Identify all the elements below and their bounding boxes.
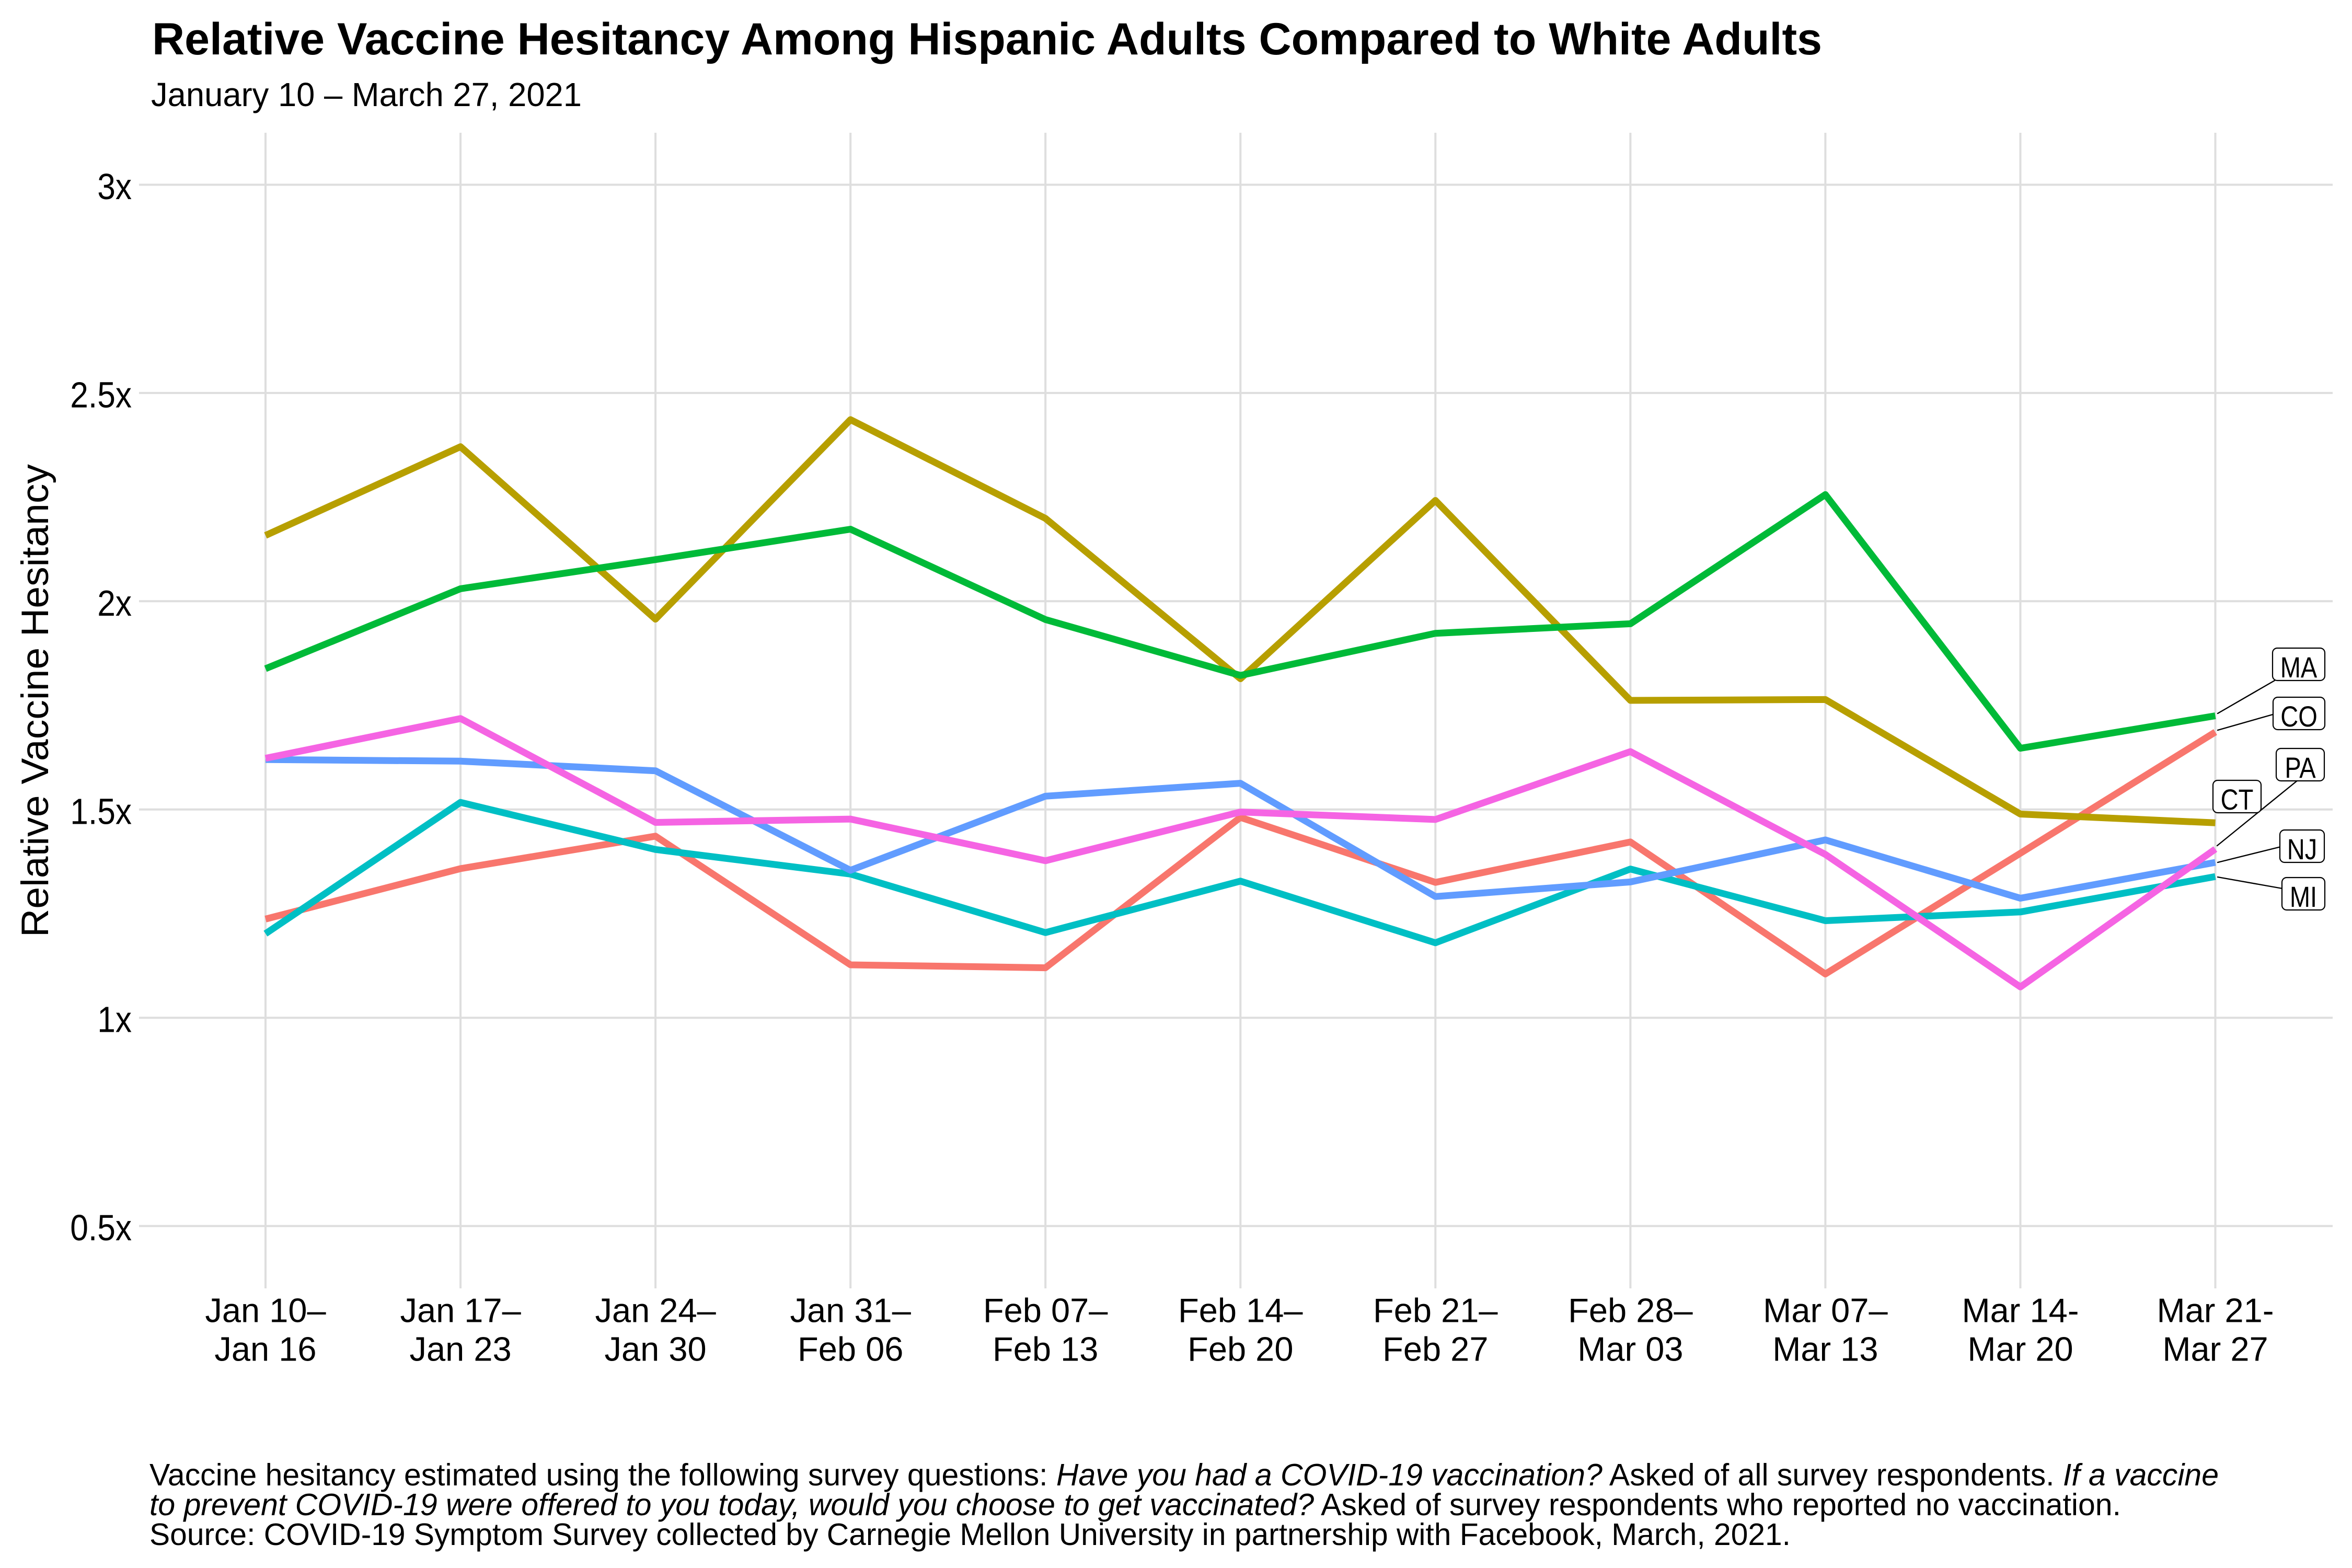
- svg-text:Jan 30: Jan 30: [605, 1330, 707, 1368]
- svg-text:to prevent COVID-19 were offer: to prevent COVID-19 were offered to you …: [149, 1488, 2121, 1522]
- svg-text:Relative Vaccine Hesitancy Amo: Relative Vaccine Hesitancy Among Hispani…: [152, 14, 1822, 64]
- svg-text:Feb 14–: Feb 14–: [1178, 1292, 1303, 1330]
- svg-text:January 10 – March 27, 2021: January 10 – March 27, 2021: [151, 76, 582, 113]
- svg-text:Mar 14-: Mar 14-: [1962, 1292, 2079, 1330]
- svg-text:Feb 28–: Feb 28–: [1568, 1292, 1693, 1330]
- svg-text:Jan 17–: Jan 17–: [400, 1292, 521, 1330]
- svg-text:NJ: NJ: [2287, 833, 2317, 866]
- svg-text:Feb 21–: Feb 21–: [1373, 1292, 1498, 1330]
- svg-text:Mar 27: Mar 27: [2162, 1330, 2268, 1368]
- svg-text:2.5x: 2.5x: [70, 375, 132, 416]
- svg-text:Mar 03: Mar 03: [1577, 1330, 1683, 1368]
- svg-text:MI: MI: [2290, 880, 2317, 913]
- svg-text:PA: PA: [2285, 751, 2316, 784]
- svg-text:Feb 13: Feb 13: [993, 1330, 1098, 1368]
- svg-text:Feb 06: Feb 06: [798, 1330, 903, 1368]
- svg-text:Source: COVID-19 Symptom Surve: Source: COVID-19 Symptom Survey collecte…: [149, 1517, 1791, 1552]
- svg-text:Jan 10–: Jan 10–: [205, 1292, 326, 1330]
- svg-text:Mar 07–: Mar 07–: [1763, 1292, 1888, 1330]
- svg-text:1x: 1x: [97, 999, 132, 1040]
- svg-text:Feb 20: Feb 20: [1187, 1330, 1293, 1368]
- svg-text:Feb 07–: Feb 07–: [983, 1292, 1108, 1330]
- svg-text:CO: CO: [2280, 700, 2318, 733]
- svg-text:1.5x: 1.5x: [70, 791, 132, 832]
- svg-text:Feb 27: Feb 27: [1382, 1330, 1488, 1368]
- svg-text:3x: 3x: [97, 167, 132, 207]
- svg-text:MA: MA: [2280, 651, 2318, 684]
- svg-text:Jan 16: Jan 16: [214, 1330, 316, 1368]
- svg-text:Relative Vaccine Hesitancy: Relative Vaccine Hesitancy: [14, 464, 56, 937]
- svg-text:Jan 23: Jan 23: [410, 1330, 512, 1368]
- svg-text:CT: CT: [2221, 783, 2254, 816]
- svg-text:Mar 20: Mar 20: [1967, 1330, 2073, 1368]
- svg-text:Jan 24–: Jan 24–: [595, 1292, 716, 1330]
- svg-text:2x: 2x: [97, 583, 132, 624]
- svg-text:Mar 13: Mar 13: [1772, 1330, 1878, 1368]
- svg-text:Jan 31–: Jan 31–: [790, 1292, 912, 1330]
- svg-text:0.5x: 0.5x: [70, 1208, 132, 1249]
- svg-text:Vaccine hesitancy estimated us: Vaccine hesitancy estimated using the fo…: [149, 1458, 2219, 1492]
- svg-text:Mar 21-: Mar 21-: [2157, 1292, 2274, 1330]
